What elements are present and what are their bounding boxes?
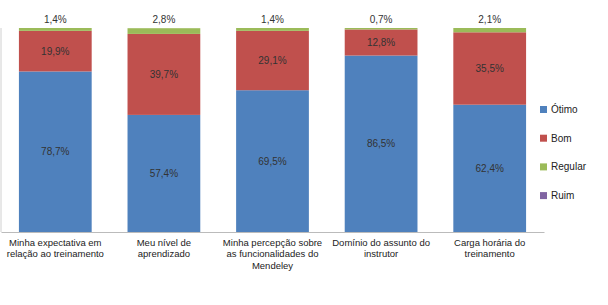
bar-segment bbox=[345, 28, 418, 29]
legend-label: Ruim bbox=[551, 190, 574, 201]
bar-segment bbox=[345, 56, 418, 232]
bar-segment bbox=[345, 29, 418, 55]
data-label: 78,7% bbox=[41, 146, 69, 157]
data-label: 0,7% bbox=[370, 14, 393, 25]
bar-segment bbox=[236, 90, 309, 232]
x-tick: Meu nível deaprendizado bbox=[137, 232, 191, 259]
x-axis: Minha expectativa emrelação ao treinamen… bbox=[2, 232, 545, 271]
x-tick: Minha expectativa emrelação ao treinamen… bbox=[7, 232, 104, 259]
data-label: 35,5% bbox=[476, 63, 504, 74]
data-label: 12,8% bbox=[367, 37, 395, 48]
bar-segment bbox=[19, 28, 92, 31]
data-label: 62,4% bbox=[476, 163, 504, 174]
data-label: 57,4% bbox=[150, 168, 178, 179]
x-tick-label: Carga horária dotreinamento bbox=[454, 237, 525, 259]
x-tick-label: Domínio do assunto doinstrutor bbox=[332, 237, 430, 259]
data-label: 29,1% bbox=[258, 55, 286, 66]
x-tick: Minha percepção sobreas funcionalidades … bbox=[223, 232, 322, 271]
bar-segment bbox=[19, 28, 92, 29]
bar-segment bbox=[453, 32, 526, 104]
data-label: 39,7% bbox=[150, 69, 178, 80]
data-label: 86,5% bbox=[367, 138, 395, 149]
x-axis-line bbox=[2, 232, 545, 233]
bar-segment bbox=[128, 28, 201, 29]
data-labels: 78,7% 57,4% 69,5% 86,5% 62,4% 19,9% 39,7% 29,1%… bbox=[41, 14, 504, 179]
x-tick-label: Minha percepção sobreas funcionalidades … bbox=[223, 237, 322, 271]
data-label: 1,4% bbox=[44, 14, 67, 25]
x-tick: Carga horária dotreinamento bbox=[454, 232, 525, 259]
bar-segment bbox=[453, 28, 526, 32]
legend-swatch bbox=[540, 192, 547, 199]
legend: Ótimo Bom Regular Ruim bbox=[540, 103, 587, 201]
chart: 78,7% 57,4% 69,5% 86,5% 62,4% 19,9% 39,7% 29,1%… bbox=[0, 0, 608, 305]
bar-segment bbox=[236, 28, 309, 29]
bar-segment bbox=[453, 105, 526, 232]
legend-swatch bbox=[540, 106, 547, 113]
bar-segment bbox=[128, 28, 201, 34]
x-tick-label: Meu nível deaprendizado bbox=[137, 237, 191, 259]
legend-swatch bbox=[540, 163, 547, 170]
x-tick: Domínio do assunto doinstrutor bbox=[332, 232, 430, 259]
bar-segment bbox=[453, 28, 526, 29]
data-label: 19,9% bbox=[41, 46, 69, 57]
bar-segment bbox=[128, 115, 201, 232]
y-axis-line bbox=[1, 28, 2, 232]
data-label: 1,4% bbox=[261, 14, 284, 25]
bar-segment bbox=[236, 31, 309, 90]
legend-swatch bbox=[540, 135, 547, 142]
bar-segment bbox=[19, 31, 92, 72]
data-label: 2,8% bbox=[153, 14, 176, 25]
bar-segment bbox=[345, 28, 418, 29]
legend-label: Bom bbox=[551, 133, 572, 144]
bar-segment bbox=[19, 71, 92, 232]
data-label: 69,5% bbox=[258, 156, 286, 167]
bar-segment bbox=[128, 34, 201, 115]
x-tick-label: Minha expectativa emrelação ao treinamen… bbox=[7, 237, 104, 259]
data-label: 2,1% bbox=[478, 14, 501, 25]
legend-label: Ótimo bbox=[551, 103, 578, 115]
bar-segment bbox=[236, 28, 309, 31]
legend-label: Regular bbox=[551, 161, 587, 172]
bars bbox=[19, 28, 526, 232]
